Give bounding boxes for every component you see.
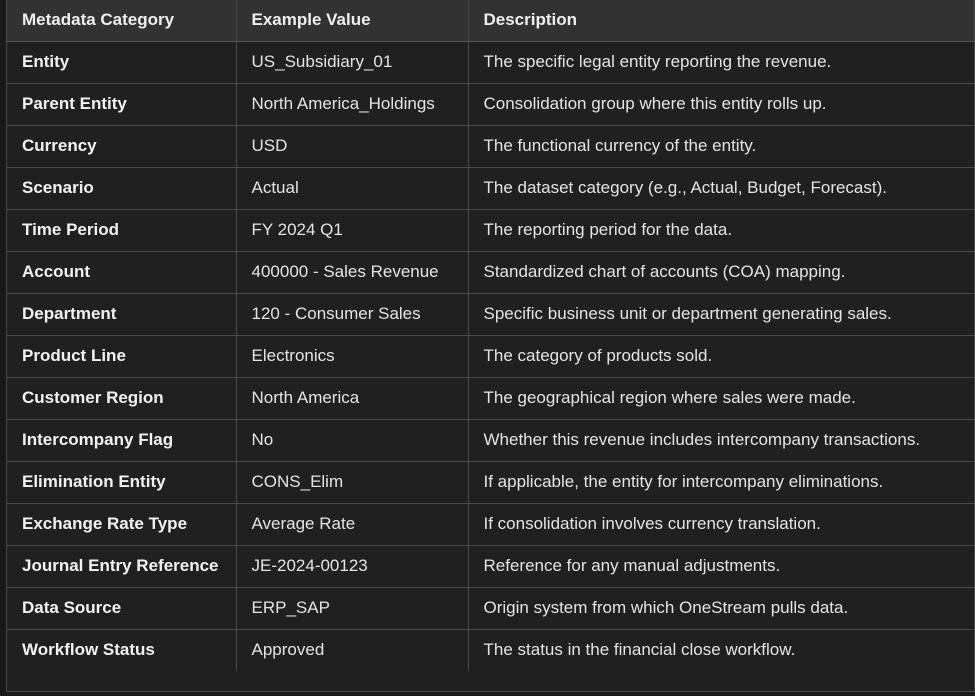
cell-description: If consolidation involves currency trans… xyxy=(468,503,974,546)
cell-description: The status in the financial close workfl… xyxy=(483,640,796,660)
cell-example-value: FY 2024 Q1 xyxy=(236,209,469,252)
table-row: Data Source ERP_SAP Origin system from whi… xyxy=(7,587,974,630)
cell-description: Specific business unit or department gen… xyxy=(468,293,974,336)
cell-example-value: Actual xyxy=(236,167,469,210)
cell-description: Standardized chart of accounts (COA) map… xyxy=(468,251,974,294)
table-row: Workflow Status Approved The status in the… xyxy=(7,629,974,671)
cell-metadata-category: Time Period xyxy=(7,209,237,252)
cell-metadata-category: Data Source xyxy=(7,587,237,630)
cell-example-value: 400000 - Sales Revenue xyxy=(236,251,469,294)
table-row: Time Period FY 2024 Q1 The reporting perio… xyxy=(7,209,974,252)
cell-example-value: 120 - Consumer Sales xyxy=(236,293,469,336)
cell-metadata-category: Exchange Rate Type xyxy=(7,503,237,546)
table-row: Intercompany Flag No Whether this revenue … xyxy=(7,419,974,462)
cell-metadata-category: Currency xyxy=(7,125,237,168)
cell-example-value: JE-2024-00123 xyxy=(236,545,469,588)
cell-metadata-category: Customer Region xyxy=(7,377,237,420)
cell-metadata-category: Intercompany Flag xyxy=(7,419,237,462)
cell-metadata-category: Department xyxy=(7,293,237,336)
cell-metadata-category: Account xyxy=(7,251,237,294)
cell-description: Whether this revenue includes intercompa… xyxy=(468,419,974,462)
metadata-table: Metadata Category Example Value Descript… xyxy=(7,0,974,671)
cell-metadata-category: Product Line xyxy=(7,335,237,378)
table-row: Account 400000 - Sales Revenue Standardize… xyxy=(7,251,974,294)
table-row: Entity US_Subsidiary_01 The specific legal… xyxy=(7,41,974,84)
cell-description: The dataset category (e.g., Actual, Budg… xyxy=(468,167,974,210)
table-row: Parent Entity North America_Holdings Conso… xyxy=(7,83,974,126)
table-row: Scenario Actual The dataset category (e.g.… xyxy=(7,167,974,210)
table-row: Currency USD The functional currency of th… xyxy=(7,125,974,168)
cell-example-value: ERP_SAP xyxy=(236,587,469,630)
cell-example-value: CONS_Elim xyxy=(236,461,469,504)
cell-metadata-category: Workflow Status xyxy=(7,629,237,671)
table-row: Product Line Electronics The category of p… xyxy=(7,335,974,378)
cell-description: If applicable, the entity for intercompa… xyxy=(468,461,974,504)
table-header-row: Metadata Category Example Value Descript… xyxy=(7,0,974,42)
cell-metadata-category: Entity xyxy=(7,41,237,84)
cell-description: The geographical region where sales were… xyxy=(468,377,974,420)
cell-description: Consolidation group where this entity ro… xyxy=(468,83,974,126)
table-row: Journal Entry Reference JE-2024-00123 Refe… xyxy=(7,545,974,588)
cell-description: The specific legal entity reporting the … xyxy=(468,41,974,84)
column-header-description: Description xyxy=(468,0,974,42)
cell-example-value: North America xyxy=(236,377,469,420)
cell-metadata-category: Elimination Entity xyxy=(7,461,237,504)
cell-example-value: North America_Holdings xyxy=(236,83,469,126)
cell-metadata-category: Parent Entity xyxy=(7,83,237,126)
column-header-metadata-category: Metadata Category xyxy=(7,0,237,42)
cell-description: Origin system from which OneStream pulls… xyxy=(468,587,974,630)
metadata-table-container: Metadata Category Example Value Descript… xyxy=(6,0,975,692)
cell-description: The functional currency of the entity. xyxy=(468,125,974,168)
cell-metadata-category: Scenario xyxy=(7,167,237,210)
cell-description: The reporting period for the data. xyxy=(468,209,974,252)
cell-example-value: USD xyxy=(236,125,469,168)
table-row: Elimination Entity CONS_Elim If applicable… xyxy=(7,461,974,504)
cell-description: Reference for any manual adjustments. xyxy=(468,545,974,588)
cell-metadata-category: Journal Entry Reference xyxy=(7,545,237,588)
cell-example-value: No xyxy=(236,419,469,462)
cell-example-value: Approved xyxy=(236,629,469,671)
table-body: Entity US_Subsidiary_01 The specific legal… xyxy=(7,41,974,671)
cell-example-value: Average Rate xyxy=(236,503,469,546)
column-header-example-value: Example Value xyxy=(236,0,469,42)
table-row: Department 120 - Consumer Sales Specific b… xyxy=(7,293,974,336)
cell-example-value: Electronics xyxy=(236,335,469,378)
cell-description: The category of products sold. xyxy=(468,335,974,378)
cell-example-value: US_Subsidiary_01 xyxy=(236,41,469,84)
table-row: Customer Region North America The geograph… xyxy=(7,377,974,420)
table-row: Exchange Rate Type Average Rate If consoli… xyxy=(7,503,974,546)
